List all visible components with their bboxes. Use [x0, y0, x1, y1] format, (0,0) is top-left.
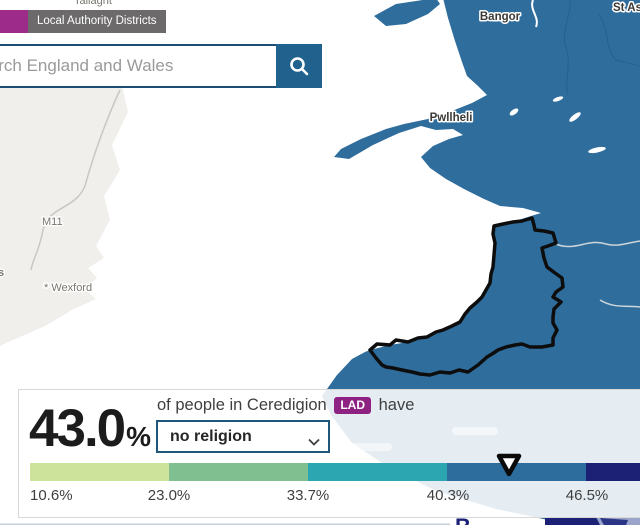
- area-stats-panel: 43.0% of people in Ceredigion LAD have n…: [18, 389, 640, 518]
- map-label-bangor: Bangor: [480, 11, 521, 23]
- layer-type-badge: Local Authority Districts: [28, 10, 166, 33]
- m11-road-line: [30, 89, 121, 271]
- scale-tick: 33.7%: [286, 487, 330, 504]
- lake: [552, 96, 564, 102]
- scale-segment-2: [169, 463, 308, 481]
- navy-district-streak: [600, 518, 628, 525]
- phrase-suffix: have: [378, 396, 415, 414]
- category-select[interactable]: no religion: [156, 420, 330, 453]
- scale-segment-1: [30, 463, 169, 481]
- lake: [569, 112, 581, 122]
- anglesey-island[interactable]: [374, 0, 440, 26]
- area-type-badge: LAD: [334, 397, 371, 414]
- scale-segment-4: [447, 463, 586, 481]
- scale-segment-3: [308, 463, 447, 481]
- map-label-tallaght: Tallaght: [74, 0, 112, 7]
- map-label-wexford: * Wexford: [44, 282, 92, 294]
- stat-value: 43.0%: [29, 398, 151, 459]
- scale-tick: 40.3%: [426, 487, 470, 504]
- stat-phrase: of people in Ceredigion LAD have: [157, 396, 414, 415]
- ceredigion-highlight-outline[interactable]: [368, 216, 565, 377]
- layer-color-chip: [0, 10, 28, 33]
- stat-value-unit: %: [126, 421, 152, 452]
- lake: [588, 146, 606, 154]
- area-name: Ceredigion: [246, 396, 327, 414]
- search-bar: [0, 44, 322, 88]
- scale-tick: 46.5%: [565, 487, 609, 504]
- map-label-st-asaph: St Asa: [613, 2, 640, 14]
- search-button[interactable]: [276, 44, 322, 88]
- river-line: [555, 240, 640, 248]
- phrase-prefix: of people in: [157, 396, 243, 414]
- search-input[interactable]: [0, 44, 276, 88]
- map-label-m11: M11: [42, 216, 63, 228]
- search-icon: [288, 55, 310, 77]
- scale-tick: 23.0%: [147, 487, 191, 504]
- scale-segment-5: [586, 463, 640, 481]
- map-label-pwllheli: Pwllheli: [430, 112, 473, 124]
- district-boundary-line: [597, 13, 640, 67]
- navy-district-strip: [545, 516, 600, 525]
- color-scale-bar: [30, 463, 640, 481]
- scale-tick: 10.6%: [30, 487, 73, 504]
- river-line: [531, 0, 538, 28]
- district-boundary-line: [563, 0, 571, 96]
- lake: [509, 108, 519, 116]
- scale-marker-icon: [495, 453, 523, 484]
- bottom-clipped-label: B: [455, 514, 471, 525]
- map-label-left-clip: s: [0, 267, 4, 279]
- coast-edge-line: [0, 523, 450, 525]
- stat-value-number: 43.0: [29, 399, 126, 458]
- category-select-wrap: no religion: [156, 420, 330, 453]
- lake: [467, 97, 473, 101]
- river-line: [599, 299, 640, 308]
